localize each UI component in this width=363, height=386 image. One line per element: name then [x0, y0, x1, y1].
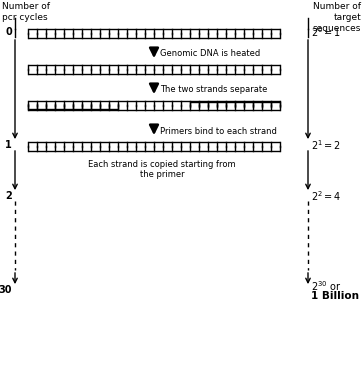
Text: Number of
pcr cycles: Number of pcr cycles	[2, 2, 50, 22]
Text: Each strand is copied starting from
the primer: Each strand is copied starting from the …	[88, 160, 236, 179]
Text: $2^0 = 1$: $2^0 = 1$	[311, 25, 341, 39]
Text: $2^1 = 2$: $2^1 = 2$	[311, 138, 341, 152]
Text: The two strands separate: The two strands separate	[160, 86, 268, 95]
Text: Number of
target
sequences: Number of target sequences	[313, 2, 361, 33]
Text: $2^{30}$ or: $2^{30}$ or	[311, 279, 342, 293]
Text: 0: 0	[5, 27, 12, 37]
Text: Primers bind to each strand: Primers bind to each strand	[160, 127, 277, 135]
Text: 30: 30	[0, 285, 12, 295]
Text: Genomic DNA is heated: Genomic DNA is heated	[160, 49, 260, 59]
Text: 2: 2	[5, 191, 12, 201]
Text: $2^2 = 4$: $2^2 = 4$	[311, 189, 342, 203]
Text: 1: 1	[5, 140, 12, 150]
Text: 1 Billion: 1 Billion	[311, 291, 359, 301]
